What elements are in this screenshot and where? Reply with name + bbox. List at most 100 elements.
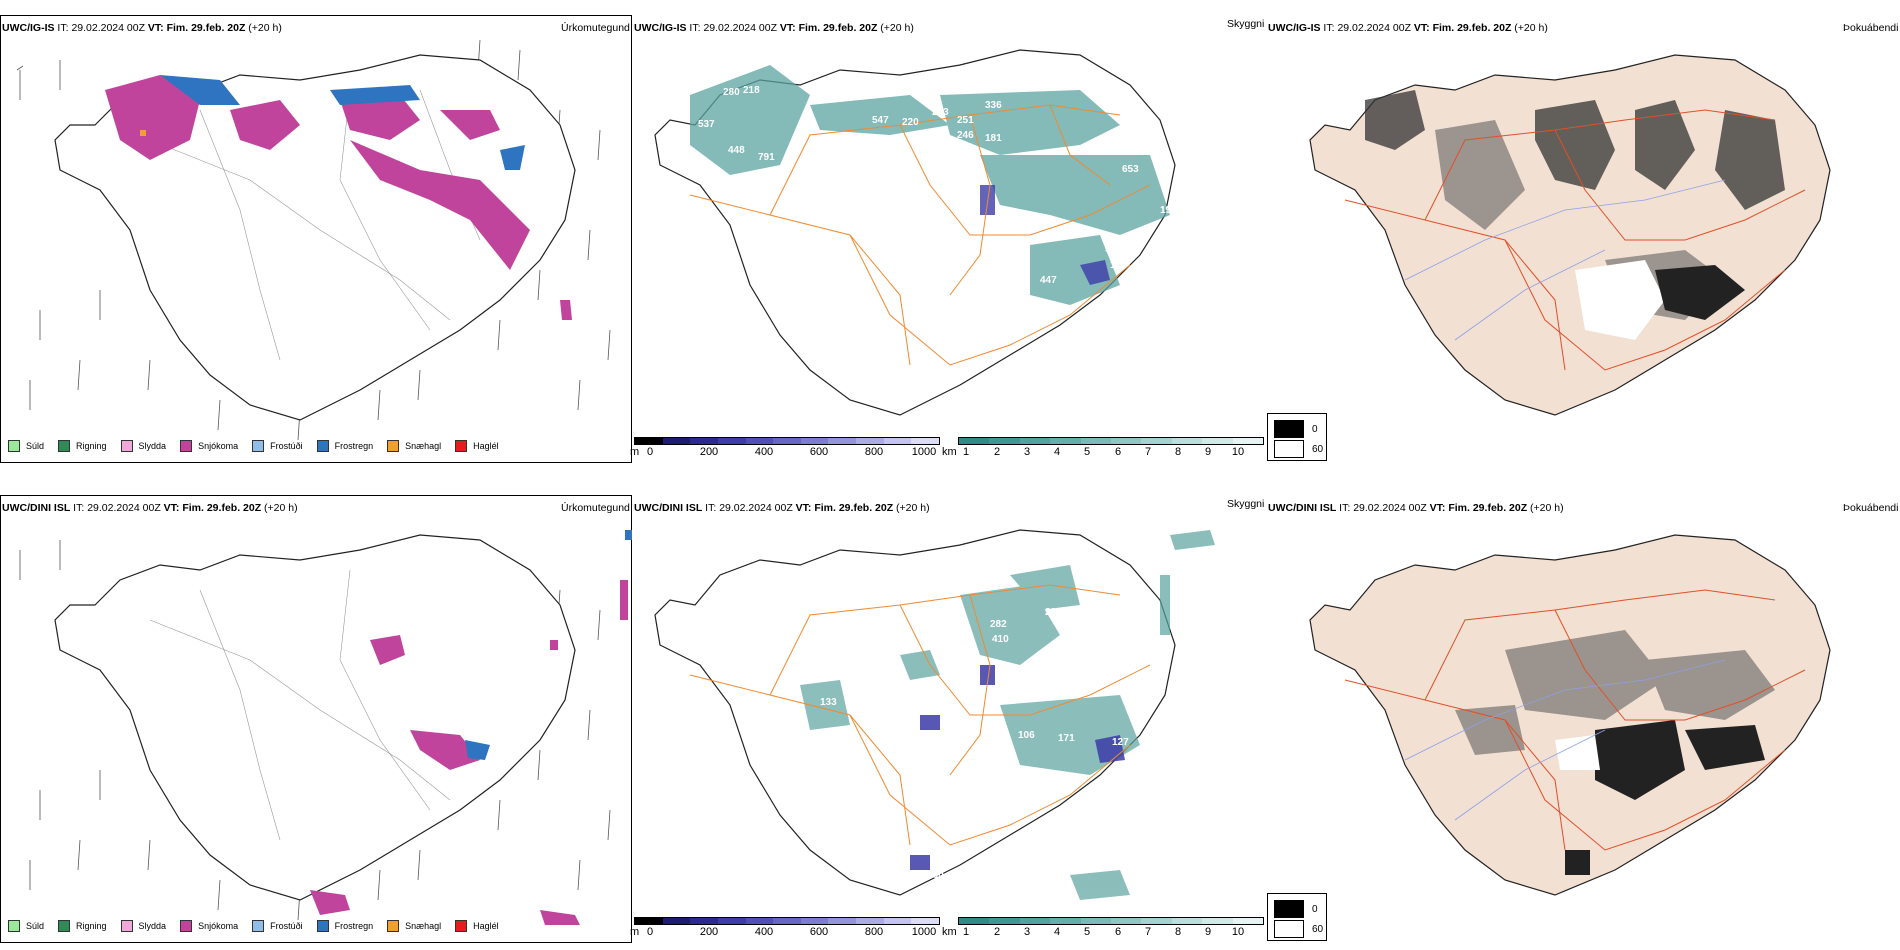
panel-title-fog: Þokuábendi bbox=[1843, 502, 1899, 514]
tick: 400 bbox=[754, 446, 774, 458]
tick: 4 bbox=[1053, 926, 1061, 938]
cbar-seg bbox=[828, 918, 857, 924]
legend-label: Frostúði bbox=[270, 921, 303, 931]
legend-swatch bbox=[252, 920, 265, 932]
cbar-seg bbox=[1019, 438, 1051, 444]
legend-item: Frostregn bbox=[316, 920, 374, 932]
tick: 1000 bbox=[911, 446, 937, 458]
fog-legend-row: 0 bbox=[1274, 420, 1318, 438]
it-label: IT: bbox=[689, 22, 701, 34]
vt-label: VT: bbox=[1413, 22, 1430, 34]
legend-label: Haglél bbox=[473, 441, 499, 451]
visibility-colorbar-m-bottom bbox=[634, 917, 940, 925]
tick: 7 bbox=[1144, 926, 1152, 938]
tick: 600 bbox=[809, 926, 829, 938]
panel-title-fog: Þokuábendi bbox=[1843, 22, 1899, 34]
cbar-seg bbox=[1141, 438, 1172, 444]
vis-label: 106 bbox=[1018, 730, 1035, 741]
visibility-ticks-m-bottom: m 0 200 400 600 800 1000 bbox=[630, 926, 940, 940]
cbar-seg bbox=[1050, 918, 1081, 924]
legend-swatch bbox=[316, 920, 329, 932]
it-value: 29.02.2024 00Z bbox=[1337, 22, 1411, 34]
vis-label: 220 bbox=[902, 117, 919, 128]
legend-item: Snæhagl bbox=[387, 440, 441, 452]
tick: 9 bbox=[1204, 926, 1212, 938]
model-name: UWC/IG-IS bbox=[2, 22, 55, 34]
legend-item: Súld bbox=[8, 440, 44, 452]
fog-value: 60 bbox=[1312, 443, 1324, 455]
cbar-seg bbox=[856, 918, 884, 924]
legend-swatch bbox=[8, 920, 20, 932]
legend-label: Snjókoma bbox=[198, 441, 239, 451]
precip-legend-top: Súld Rigning Slydda Snjókoma Frostúði Fr… bbox=[8, 440, 513, 452]
tick: 8 bbox=[1174, 926, 1182, 938]
fog-legend-row: 60 bbox=[1274, 920, 1323, 938]
unit-m: m bbox=[630, 446, 640, 458]
vis-label: 68 bbox=[955, 175, 967, 186]
fog-legend-top: 0 60 bbox=[1267, 413, 1327, 461]
lead-time: (+20 h) bbox=[1530, 502, 1564, 514]
vis-label: 791 bbox=[758, 152, 775, 163]
model-name: UWC/DINI ISL bbox=[1268, 502, 1337, 514]
lead-time: (+20 h) bbox=[248, 22, 282, 34]
legend-swatch bbox=[455, 920, 468, 932]
vis-label: 218 bbox=[743, 85, 760, 96]
cbar-seg bbox=[1050, 438, 1081, 444]
vis-label: 280 bbox=[723, 87, 740, 98]
fog-swatch bbox=[1274, 900, 1304, 918]
it-label: IT: bbox=[1339, 502, 1351, 514]
it-value: 29.02.2024 00Z bbox=[1353, 502, 1427, 514]
tick: 800 bbox=[864, 926, 884, 938]
cbar-seg bbox=[989, 918, 1020, 924]
vis-label: 448 bbox=[728, 145, 745, 156]
legend-label: Haglél bbox=[473, 921, 499, 931]
legend-item: Rigning bbox=[58, 920, 107, 932]
panel-header: UWC/DINI ISL IT: 29.02.2024 00Z VT: Fim.… bbox=[1268, 502, 1564, 514]
cbar-seg bbox=[1232, 918, 1264, 924]
unit-km: km bbox=[942, 926, 957, 938]
visibility-ticks-m-top: m 0 200 400 600 800 1000 bbox=[630, 446, 940, 460]
tick: 800 bbox=[864, 446, 884, 458]
cbar-seg bbox=[1232, 438, 1264, 444]
legend-item: Haglél bbox=[455, 440, 499, 452]
vt-label: VT: bbox=[147, 22, 164, 34]
vis-label: 537 bbox=[698, 119, 715, 130]
legend-swatch bbox=[180, 440, 193, 452]
vis-label: 333 bbox=[1105, 244, 1122, 255]
vt-label: VT: bbox=[163, 502, 180, 514]
cbar-seg bbox=[690, 438, 718, 444]
legend-item: Slydda bbox=[120, 440, 166, 452]
vis-label: 251 bbox=[957, 115, 974, 126]
lead-time: (+20 h) bbox=[264, 502, 298, 514]
fog-legend-row: 0 bbox=[1274, 900, 1318, 918]
tick: 5 bbox=[1083, 926, 1091, 938]
vis-label: 181 bbox=[985, 133, 1002, 144]
legend-label: Frostúði bbox=[270, 441, 303, 451]
vt-label: VT: bbox=[779, 22, 796, 34]
tick: 6 bbox=[1114, 446, 1122, 458]
vis-label: 17 bbox=[940, 692, 952, 703]
legend-label: Frostregn bbox=[334, 921, 374, 931]
iceland-outline bbox=[54, 54, 576, 421]
legend-swatch bbox=[387, 440, 400, 452]
iceland-fog-map-bottom bbox=[1309, 534, 1831, 896]
cbar-seg bbox=[883, 438, 912, 444]
legend-item: Frostúði bbox=[252, 920, 303, 932]
tick: 0 bbox=[646, 926, 654, 938]
legend-label: Snjókoma bbox=[198, 921, 239, 931]
fog-legend-row: 60 bbox=[1274, 440, 1323, 458]
unit-km: km bbox=[942, 446, 957, 458]
tick: 10 bbox=[1231, 926, 1245, 938]
model-name: UWC/DINI ISL bbox=[2, 502, 71, 514]
fog-value: 60 bbox=[1312, 923, 1324, 935]
tick: 9 bbox=[1204, 446, 1212, 458]
cbar-seg bbox=[959, 438, 990, 444]
legend-swatch bbox=[120, 920, 133, 932]
precip-legend-bottom: Súld Rigning Slydda Snjókoma Frostúði Fr… bbox=[8, 920, 513, 932]
visibility-colorbar-m-top bbox=[634, 437, 940, 445]
tick: 600 bbox=[809, 446, 829, 458]
legend-item: Snjókoma bbox=[180, 920, 238, 932]
legend-swatch bbox=[120, 440, 133, 452]
legend-swatch bbox=[455, 440, 468, 452]
vis-label: 336 bbox=[985, 100, 1002, 111]
